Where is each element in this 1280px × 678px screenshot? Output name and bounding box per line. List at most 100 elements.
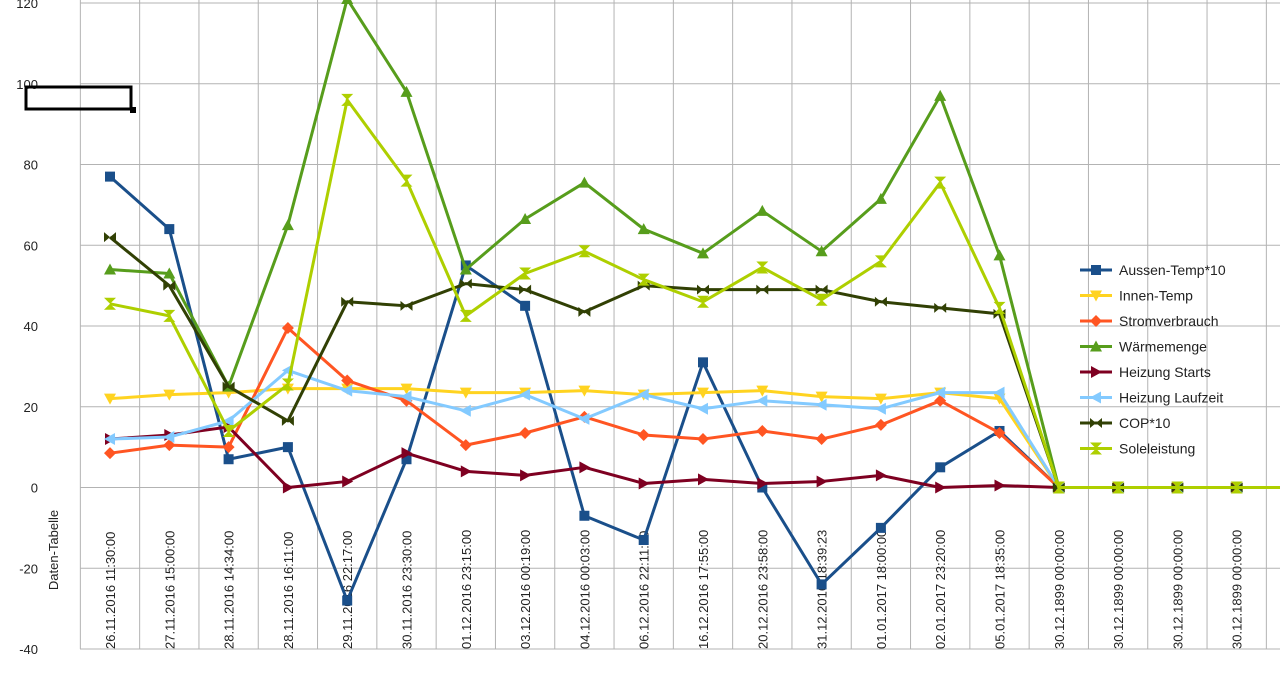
data-point [756, 284, 769, 295]
legend-entry: Heizung Starts [1080, 364, 1211, 380]
series-w-rmemenge [104, 0, 1280, 493]
data-point [756, 394, 768, 407]
data-point [993, 386, 1005, 399]
y-tick-label: 80 [24, 158, 38, 173]
x-tick-label: 30.12.1899 00:00:00 [1111, 530, 1126, 649]
data-point [934, 176, 947, 189]
data-point [637, 388, 649, 401]
data-point [104, 297, 116, 310]
data-point [223, 454, 234, 465]
legend-label: Soleleistung [1119, 441, 1195, 457]
data-point [993, 301, 1006, 314]
legend-label: Heizung Laufzeit [1119, 390, 1223, 406]
legend-entry: COP*10 [1080, 415, 1171, 431]
legend-label: Heizung Starts [1119, 364, 1211, 380]
data-point [697, 433, 709, 446]
data-point [935, 462, 946, 473]
series-line [109, 368, 1237, 489]
data-point [519, 426, 532, 439]
data-point [934, 302, 947, 313]
x-tick-label: 29.11.2016 22:17:00 [340, 531, 355, 649]
y-tick-label: -40 [19, 642, 38, 657]
legend-label: Innen-Temp [1119, 288, 1193, 304]
data-point [104, 263, 116, 275]
data-point [281, 415, 294, 426]
x-tick-label: 30.12.1899 00:00:00 [1170, 530, 1185, 649]
legend-entry: Stromverbrauch [1080, 313, 1219, 329]
data-point [815, 398, 827, 411]
data-point [698, 357, 708, 368]
data-point [934, 386, 946, 399]
y-axis-label: Daten-Tabelle [46, 510, 61, 590]
data-point [697, 247, 709, 259]
data-point [459, 404, 471, 417]
x-tick-label: 06.12.2016 22:11:00 [637, 531, 652, 649]
data-point [815, 391, 828, 403]
data-point [400, 85, 413, 97]
legend-entry: Wärmemenge [1080, 339, 1207, 355]
x-axis-ticks: 26.11.2016 11:30:00 27.11.2016 15:00:00 28… [103, 530, 1245, 649]
data-point [400, 174, 413, 187]
data-point [459, 309, 472, 322]
data-point [400, 390, 412, 403]
x-tick-label: 27.11.2016 15:00:00 [162, 531, 177, 649]
legend-entry: Innen-Temp [1080, 288, 1193, 304]
data-point [163, 389, 176, 401]
data-point [816, 579, 827, 590]
data-point [578, 306, 591, 317]
data-point [697, 295, 709, 308]
data-point [163, 431, 175, 444]
data-point [579, 510, 590, 521]
data-point [578, 412, 590, 425]
legend-label: Wärmemenge [1119, 339, 1207, 355]
x-tick-label: 26.11.2016 11:30:00 [103, 532, 118, 649]
data-point [815, 245, 828, 257]
data-point [401, 454, 412, 465]
legend-swatch-marker [1090, 315, 1102, 327]
data-point [935, 481, 947, 494]
data-point [519, 388, 531, 401]
data-point [994, 479, 1006, 492]
data-point [459, 387, 472, 399]
data-point [400, 300, 413, 311]
data-point [815, 284, 828, 295]
series-line [109, 425, 1237, 489]
data-point [520, 469, 532, 482]
data-point [342, 475, 354, 488]
data-point [578, 176, 591, 188]
data-point [757, 477, 769, 490]
x-tick-label: 01.12.2016 23:15:00 [459, 530, 474, 649]
data-point [875, 522, 886, 533]
x-tick-label: 05.01.2017 18:35:00 [993, 530, 1008, 649]
legend-entry: Heizung Laufzeit [1080, 390, 1223, 406]
legend-label: Stromverbrauch [1119, 313, 1219, 329]
legend-entry: Aussen-Temp*10 [1080, 262, 1226, 278]
data-point [459, 263, 472, 275]
data-point [637, 273, 650, 286]
data-point [222, 414, 234, 427]
legend-entry: Soleleistung [1080, 441, 1195, 457]
data-point [1112, 481, 1125, 494]
legend-label: COP*10 [1119, 415, 1171, 431]
data-point [163, 309, 176, 322]
data-point [874, 296, 887, 307]
data-point [934, 89, 947, 101]
data-point [222, 381, 235, 392]
data-point [282, 481, 294, 494]
data-point [104, 393, 116, 405]
data-point [579, 461, 591, 474]
legend-swatch-marker [1090, 442, 1102, 455]
data-point [163, 267, 176, 279]
series-line [109, 98, 1237, 489]
x-tick-label: 03.12.2016 00:19:00 [518, 530, 533, 649]
data-point [163, 439, 176, 452]
data-point [520, 300, 531, 311]
data-point [874, 418, 887, 431]
chart-legend: Aussen-Temp*10 Innen-Temp Stromverbrauch Wä… [1080, 262, 1226, 457]
data-point [934, 394, 947, 407]
data-point [282, 442, 293, 453]
data-point [104, 447, 116, 460]
data-point [875, 469, 887, 482]
x-tick-label: 16.12.2016 17:55:00 [696, 530, 711, 649]
